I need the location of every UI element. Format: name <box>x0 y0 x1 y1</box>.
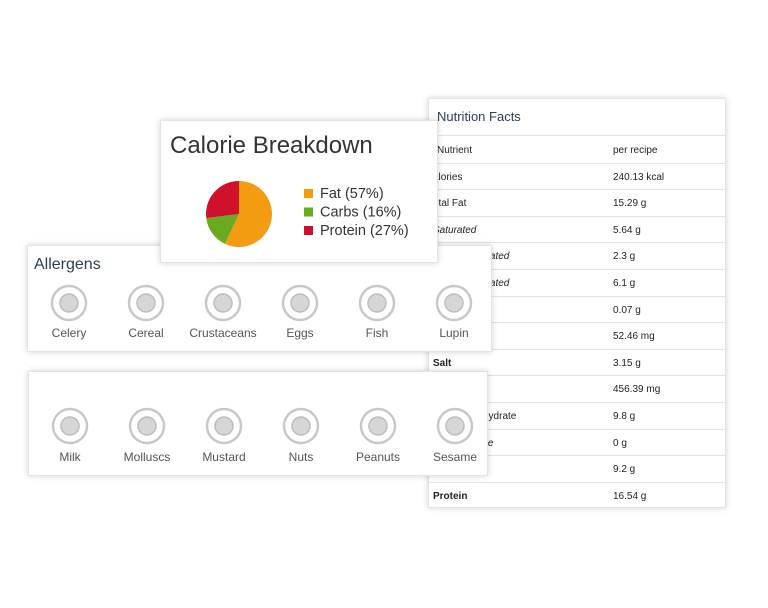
allergen-label: Fish <box>365 326 389 340</box>
table-line <box>429 375 725 377</box>
icon-glyph <box>368 416 388 436</box>
allergens-card-2: Milk Molluscs Mustard Nuts Peanuts Sesame <box>28 371 488 476</box>
icon-glyph <box>137 416 157 436</box>
row-value: 5.64 g <box>613 224 641 236</box>
table-line <box>429 428 725 430</box>
table-line <box>429 322 725 324</box>
row-value: 9.8 g <box>613 411 636 422</box>
allergen-label: Crustaceans <box>189 326 257 340</box>
row-value: 16.54 g <box>613 490 647 502</box>
table-line <box>429 455 725 457</box>
row-value: 2.3 g <box>613 251 636 263</box>
allergen-icon <box>128 407 166 445</box>
allergen-icon <box>359 407 397 445</box>
table-line <box>429 135 725 136</box>
calorie-card: Calorie Breakdown Fat (57%) Carbs (16%) Pr… <box>160 120 438 263</box>
row-label: Saturated <box>433 224 477 236</box>
pie-slice <box>206 181 239 219</box>
row-value: 52.46 mg <box>613 331 655 343</box>
icon-glyph <box>59 293 79 313</box>
icon-glyph <box>291 416 311 436</box>
allergen-label: Milk <box>59 450 81 464</box>
legend-swatch <box>304 207 313 217</box>
allergen-icon <box>204 284 242 322</box>
allergen-label: Molluscs <box>123 450 171 464</box>
table-line <box>429 189 725 191</box>
row-label: alories <box>433 171 463 183</box>
legend-label: Fat (57%) <box>320 186 384 202</box>
header-cell: per recipe <box>613 145 658 156</box>
allergen-icon <box>127 284 165 322</box>
allergen-icon <box>205 407 243 445</box>
table-line <box>429 162 725 164</box>
pie-slice <box>206 214 239 244</box>
allergen-icon <box>51 407 89 445</box>
icon-glyph <box>214 416 234 436</box>
allergen-icon <box>281 284 319 322</box>
table-line <box>429 481 725 483</box>
legend-label: Protein (27%) <box>320 223 409 239</box>
row-label: Salt <box>433 357 452 369</box>
row-value: 456.39 mg <box>613 384 661 396</box>
icon-glyph <box>213 293 233 313</box>
icon-glyph <box>444 293 464 313</box>
row-label: urated <box>481 251 510 263</box>
legend-swatch <box>304 226 313 235</box>
allergen-label: Celery <box>51 326 87 340</box>
row-value: 9.2 g <box>613 464 636 476</box>
table-line <box>429 242 725 244</box>
row-value: 15.29 g <box>613 198 647 210</box>
icon-glyph <box>445 416 465 436</box>
table-line <box>429 269 725 270</box>
allergen-label: Mustard <box>202 450 246 464</box>
chart-title: Calorie Breakdown <box>170 132 373 159</box>
pie-chart: Fat (57%) Carbs (16%) Protein (27%) <box>206 181 409 247</box>
row-value: 0.07 g <box>613 304 641 316</box>
allergen-label: Cereal <box>128 326 164 340</box>
allergens-title: Allergens <box>34 256 101 273</box>
allergen-icon <box>358 284 396 322</box>
allergen-label: Peanuts <box>355 450 401 464</box>
row-value: 6.1 g <box>613 278 636 289</box>
row-label: hydrate <box>483 411 517 422</box>
icon-glyph <box>290 293 310 313</box>
nutrition-title: Nutrition Facts <box>437 109 521 124</box>
table-line <box>429 295 725 297</box>
allergen-icon <box>435 284 473 322</box>
row-value: 240.13 kcal <box>613 171 665 183</box>
allergen-label: Lupin <box>439 326 469 340</box>
icon-glyph <box>60 416 80 436</box>
allergen-label: Sesame <box>432 450 478 464</box>
row-value: 3.15 g <box>613 357 641 369</box>
legend-label: Carbs (16%) <box>320 204 401 220</box>
row-value: 0 g <box>613 437 627 449</box>
table-line <box>429 348 725 350</box>
allergen-icon <box>50 284 88 322</box>
allergen-icon <box>282 407 320 445</box>
header-cell: Nutrient <box>437 145 473 156</box>
table-line <box>429 215 725 217</box>
pie-slice <box>224 181 272 247</box>
table-line <box>429 402 725 403</box>
icon-glyph <box>136 293 156 313</box>
allergen-icon <box>436 407 474 445</box>
row-label: otal Fat <box>433 198 467 210</box>
allergen-label: Eggs <box>286 326 314 340</box>
row-label: Protein <box>433 490 468 502</box>
legend-swatch <box>304 189 313 198</box>
allergen-label: Nuts <box>288 450 314 464</box>
icon-glyph <box>367 293 387 313</box>
row-label: urated <box>481 278 510 289</box>
